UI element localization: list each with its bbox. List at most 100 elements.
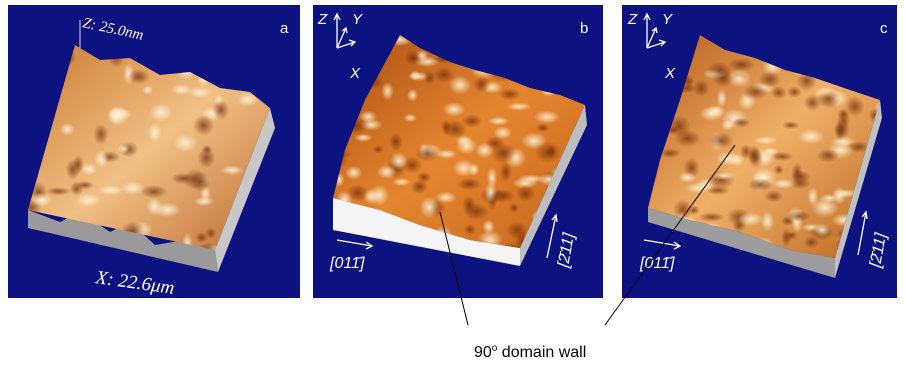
texture-blob <box>31 193 53 207</box>
caption-text: domain wall <box>497 344 586 361</box>
texture-blob <box>761 211 774 232</box>
texture-blob <box>732 117 750 128</box>
texture-blob <box>491 143 516 164</box>
direction-label: [011̄] <box>639 255 675 272</box>
texture-blob <box>417 172 431 183</box>
panel-label: b <box>580 20 588 37</box>
texture-blob <box>763 147 778 156</box>
texture-blob <box>433 67 454 83</box>
texture-blob <box>424 71 436 85</box>
texture-blob <box>463 203 488 220</box>
texture-blob <box>149 103 173 122</box>
axis-x: X <box>664 65 676 82</box>
panel-label: c <box>880 20 888 37</box>
texture-blob <box>506 102 531 110</box>
texture-blob <box>713 171 736 180</box>
texture-blob <box>45 187 71 196</box>
texture-blob <box>468 163 479 176</box>
texture-blob <box>464 224 476 235</box>
texture-blob <box>415 146 439 161</box>
texture-blob <box>94 150 108 168</box>
texture-blob <box>173 134 198 152</box>
texture-blob <box>534 110 560 123</box>
texture-blob <box>817 149 839 163</box>
texture-blob <box>516 185 535 202</box>
texture-blob <box>834 121 845 141</box>
texture-blob <box>487 167 498 188</box>
texture-blob <box>787 211 811 222</box>
texture-blob <box>804 94 822 111</box>
texture-blob <box>845 96 865 117</box>
texture-blob <box>93 124 108 145</box>
axis-z: Z <box>627 11 638 28</box>
texture-blob <box>679 172 697 183</box>
texture-blob <box>717 89 727 108</box>
texture-blob <box>782 121 800 129</box>
figure: Z: 25.0nm X: 22.6μm a b Z Y X [011̄] [2̄… <box>0 0 905 365</box>
axis-y: Y <box>352 11 363 28</box>
texture-blob <box>729 153 745 166</box>
texture-blob <box>109 107 123 124</box>
texture-blob <box>509 203 519 213</box>
texture-blob <box>737 212 763 226</box>
texture-blob <box>171 84 191 96</box>
texture-blob <box>194 197 215 206</box>
texture-blob <box>148 122 161 143</box>
caption: 90o domain wall <box>474 343 586 361</box>
texture-blob <box>403 114 417 122</box>
texture-blob <box>407 89 418 102</box>
texture-blob <box>75 193 101 207</box>
panel-label: a <box>280 20 289 37</box>
texture-blob <box>798 129 825 144</box>
texture-blob <box>69 181 83 195</box>
texture-blob <box>820 194 839 203</box>
texture-blob <box>709 132 734 149</box>
texture-blob <box>404 51 421 66</box>
texture-blob <box>128 69 150 84</box>
texture-blob <box>197 148 215 168</box>
texture-blob <box>419 196 439 218</box>
caption-number: 90 <box>474 344 492 361</box>
texture-blob <box>66 159 80 180</box>
texture-blob <box>728 58 755 71</box>
texture-blob <box>98 185 124 195</box>
texture-blob <box>764 190 783 202</box>
texture-blob <box>475 142 493 158</box>
texture-blob <box>389 133 403 151</box>
texture-blob <box>685 183 711 193</box>
texture-blob <box>193 115 214 137</box>
texture-blob <box>212 100 229 121</box>
texture-blob <box>220 165 244 175</box>
texture-blob <box>60 123 75 136</box>
texture-blob <box>121 181 145 195</box>
texture-blob <box>814 223 830 236</box>
texture-blob <box>535 142 562 164</box>
texture-blob <box>743 84 768 99</box>
texture-blob <box>390 152 408 169</box>
texture-blob <box>435 192 457 204</box>
texture-blob <box>754 136 778 144</box>
texture-blob <box>786 231 798 240</box>
texture-blob <box>536 123 550 132</box>
texture-blob <box>457 178 482 190</box>
texture-blob <box>392 178 410 186</box>
texture-blob <box>142 86 153 95</box>
texture-blob <box>443 102 466 117</box>
texture-blob <box>674 130 700 148</box>
texture-blob <box>771 179 795 189</box>
texture-blob <box>456 137 477 154</box>
texture-blob <box>698 212 725 221</box>
texture-blob <box>488 117 509 126</box>
axis-z: Z <box>317 11 328 28</box>
texture-blob <box>370 184 389 206</box>
direction-label: [011̄] <box>329 255 365 272</box>
texture-blob <box>118 144 130 153</box>
texture-blob <box>345 165 362 179</box>
texture-blob <box>171 173 196 184</box>
texture-blob <box>493 126 512 139</box>
texture-blob <box>491 189 516 203</box>
texture-blob <box>372 145 384 153</box>
texture-blob <box>381 82 394 101</box>
axis-x: X <box>349 65 361 82</box>
axis-y: Y <box>662 11 673 28</box>
